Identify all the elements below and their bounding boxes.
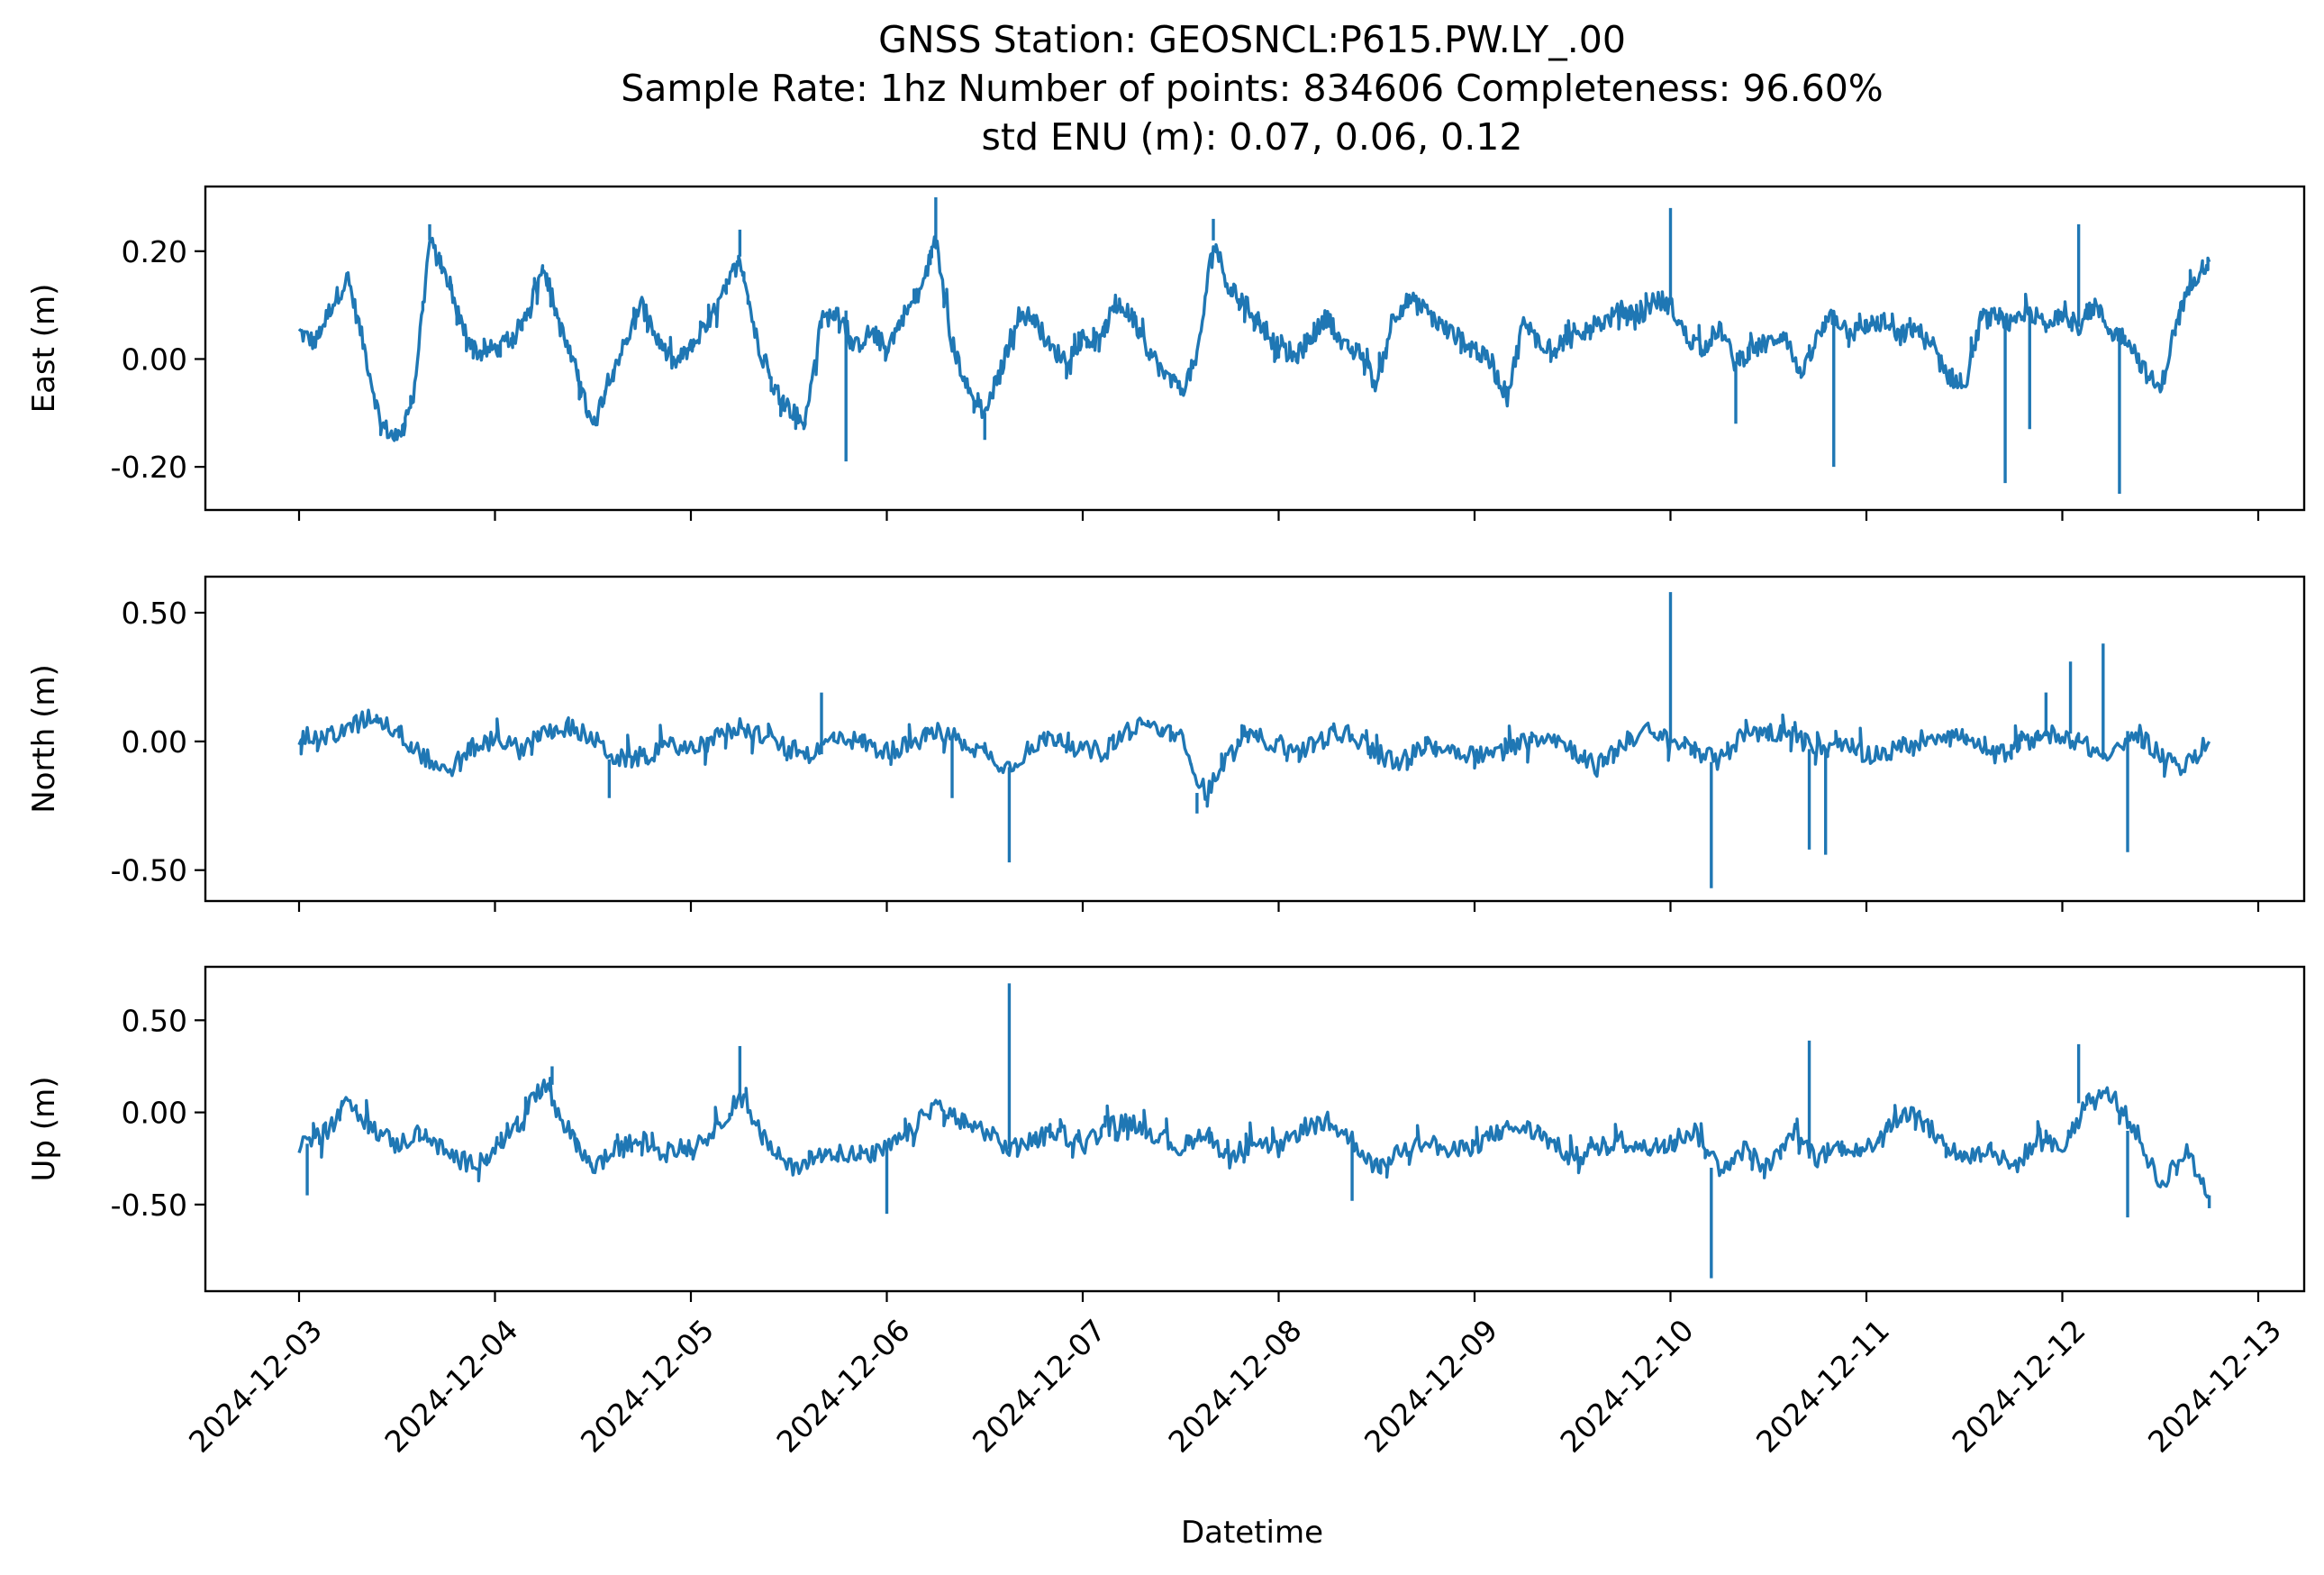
y-tick-label: 0.50 [122,1003,187,1038]
x-tick-label: 2024-12-11 [1749,1313,1896,1460]
x-tick-label: 2024-12-08 [1162,1313,1309,1460]
y-axis-label: East (m) [26,284,62,414]
north-panel: 0.50 0.00 -0.50 North (m) [26,575,2306,912]
x-tick-label: 2024-12-09 [1357,1313,1504,1460]
y-tick-label: -0.20 [111,450,187,485]
axes-frame [204,185,2306,512]
y-tick-label: 0.00 [122,724,187,760]
east-panel: 0.20 0.00 -0.20 East (m) [26,185,2306,521]
x-tick-label: 2024-12-13 [2141,1313,2288,1460]
axes-frame [204,965,2306,1293]
x-tick-label: 2024-12-07 [966,1313,1112,1460]
x-tick-label: 2024-12-12 [1946,1313,2093,1460]
y-tick-label: 0.00 [122,341,187,377]
y-tick-label: -0.50 [111,853,187,888]
y-tick-label: 0.00 [122,1096,187,1131]
x-axis-label: Datetime [1181,1515,1323,1551]
chart-title-line-3: std ENU (m): 0.07, 0.06, 0.12 [982,115,1523,159]
axes-frame [204,575,2306,903]
up-panel: 0.50 0.00 -0.50 Up (m) [26,965,2306,1302]
x-tick-label: 2024-12-04 [378,1313,525,1460]
chart-title-line-1: GNSS Station: GEOSNCL:P615.PW.LY_.00 [878,18,1626,61]
y-tick-label: 0.20 [122,234,187,269]
y-tick-label: -0.50 [111,1188,187,1223]
series-line [297,708,2211,808]
y-axis-label: North (m) [26,664,62,814]
chart-title-line-2: Sample Rate: 1hz Number of points: 83460… [621,67,1884,110]
series-line [297,1077,2211,1199]
y-tick-label: 0.50 [122,596,187,631]
y-axis-label: Up (m) [26,1077,62,1182]
x-tick-label: 2024-12-03 [182,1313,329,1460]
x-tick-labels: 2024-12-03 2024-12-04 2024-12-05 2024-12-06… [182,1313,2288,1460]
x-tick-label: 2024-12-06 [770,1313,917,1460]
x-tick-label: 2024-12-05 [574,1313,721,1460]
series-line [297,235,2211,442]
x-tick-label: 2024-12-10 [1554,1313,1701,1460]
